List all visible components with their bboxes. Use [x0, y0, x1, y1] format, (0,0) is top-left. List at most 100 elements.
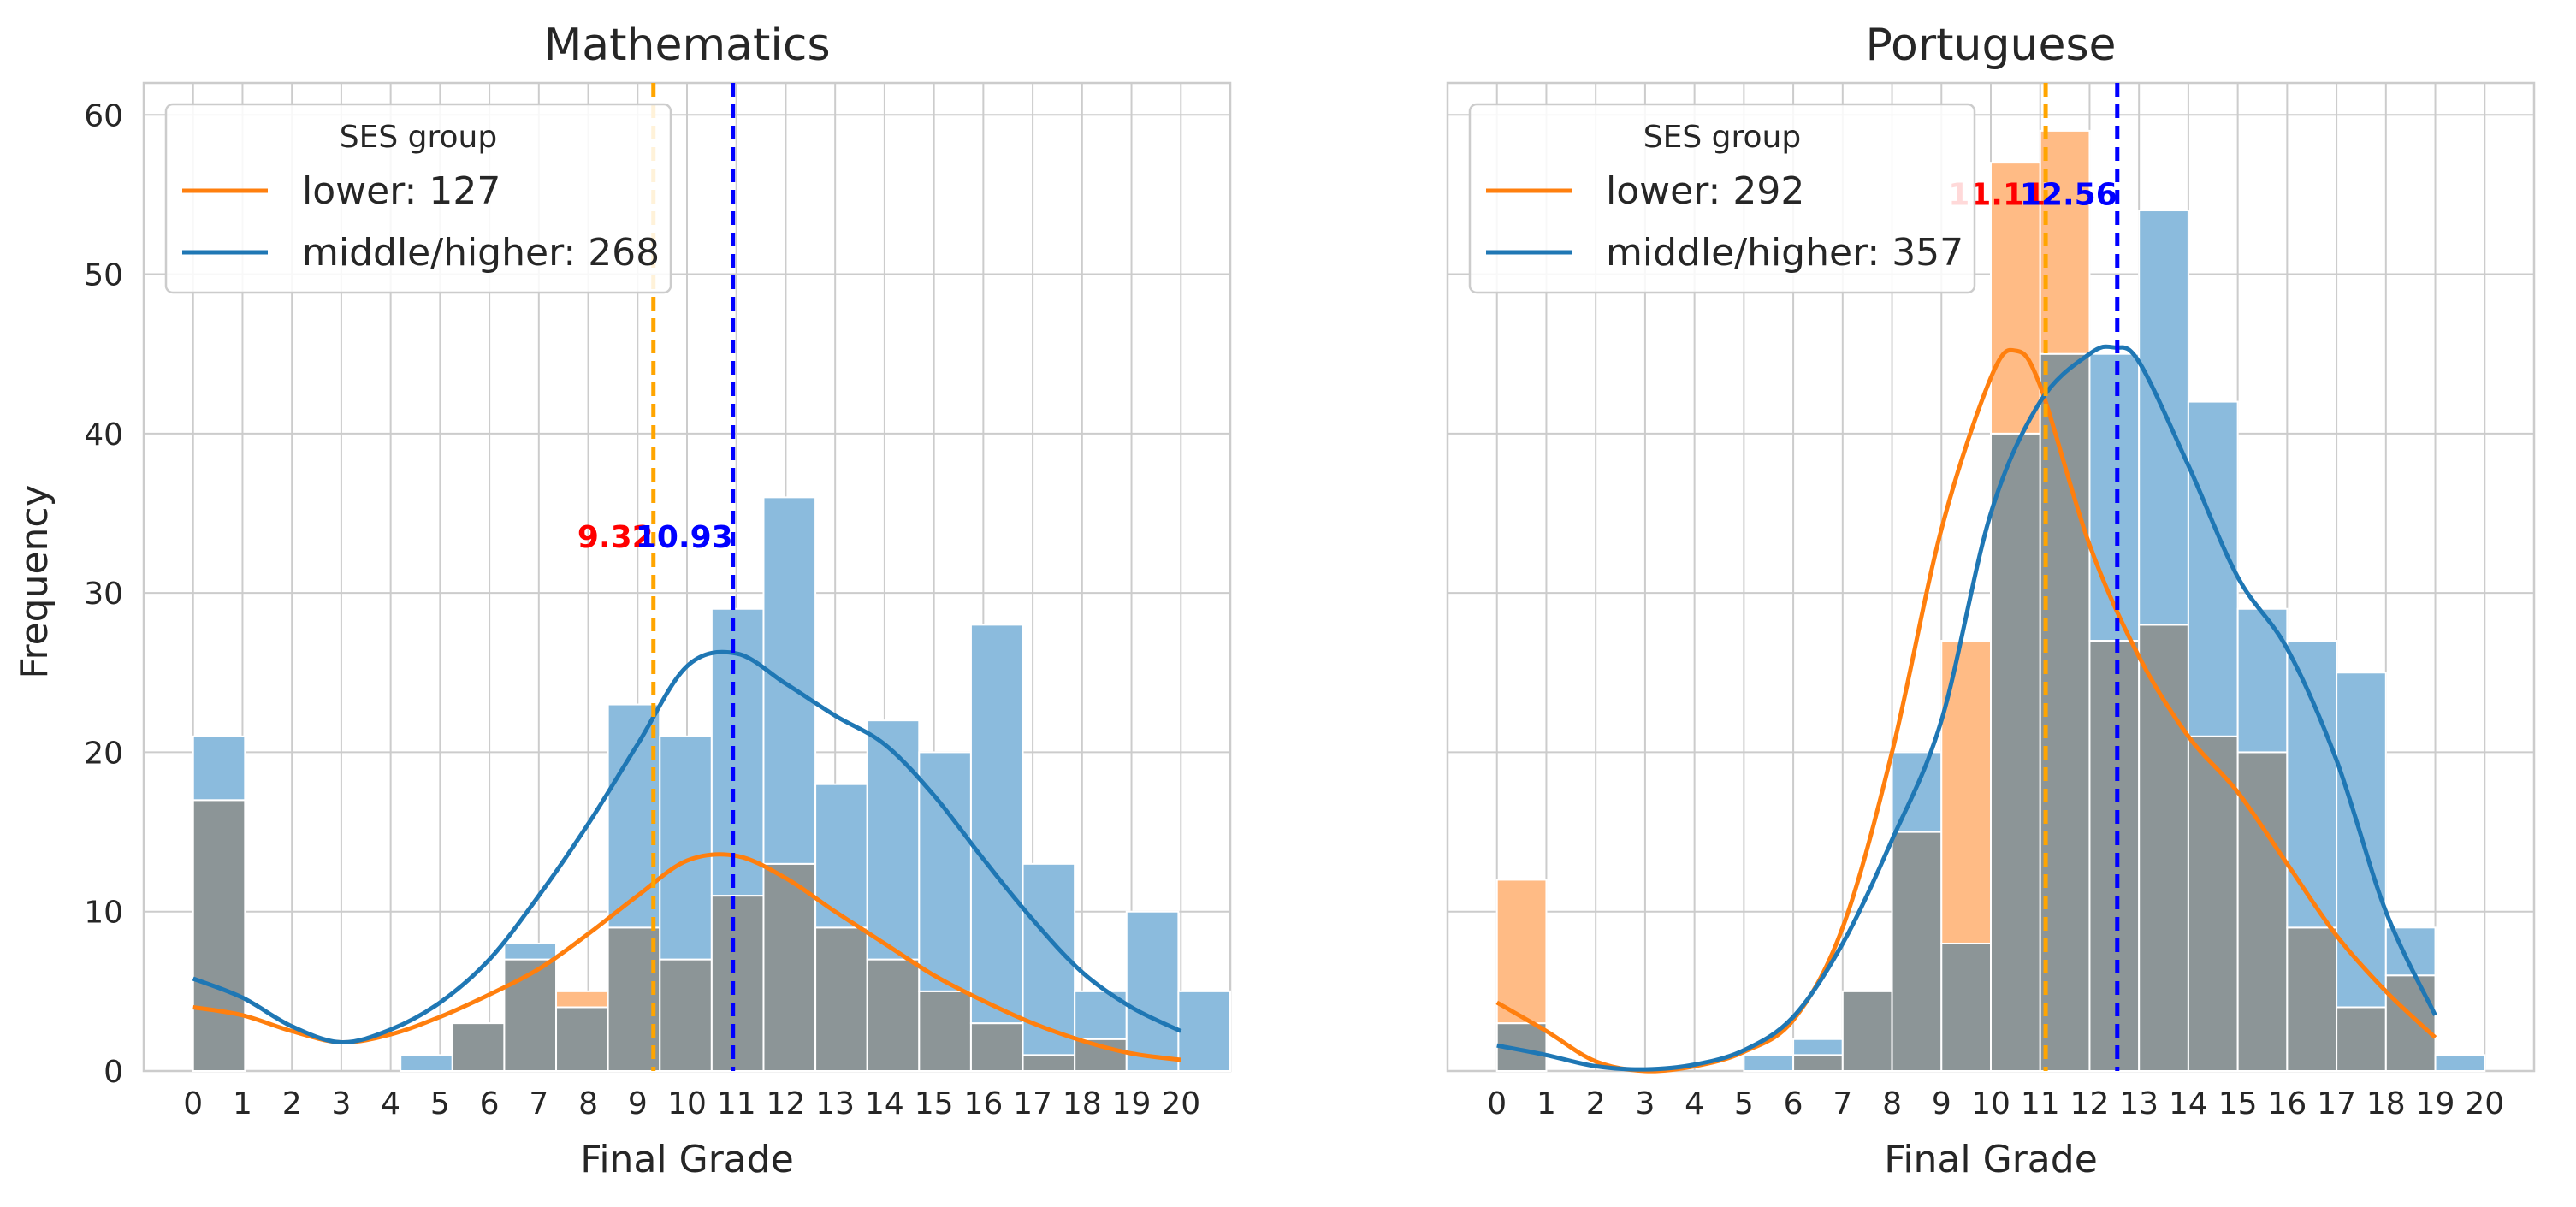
- bar-overlap: [1022, 1054, 1076, 1073]
- x-tick-label: 13: [2119, 1086, 2159, 1121]
- mean-label-lower: 9.32: [577, 520, 654, 555]
- x-tick-label: 4: [381, 1086, 400, 1121]
- x-tick-label: 7: [529, 1086, 548, 1121]
- bar-lower: [2039, 129, 2091, 355]
- x-tick-label: 15: [2218, 1086, 2258, 1121]
- y-tick-label: 40: [84, 417, 123, 453]
- x-axis-label: Final Grade: [1884, 1138, 2098, 1181]
- mean-label-middle-higher: 10.93: [636, 520, 733, 555]
- x-tick-labels: 0 1 2 3 4 5 6 7 8 9 10 11 12 13 14 15 16 17 18 19 20: [183, 1086, 1200, 1121]
- bar-lower: [1990, 162, 2041, 435]
- bar-middle-higher: [192, 735, 246, 802]
- bar-lower: [1495, 879, 1548, 1025]
- x-tick-label: 14: [865, 1086, 904, 1121]
- x-tick-label: 11: [2021, 1086, 2060, 1121]
- bar-overlap: [918, 990, 972, 1073]
- legend-title: SES group: [1643, 120, 1801, 155]
- bar-overlap: [1841, 990, 1893, 1073]
- legend-entry-middle-higher: middle/higher: 357: [1606, 231, 1963, 275]
- x-tick-label: 1: [1537, 1086, 1556, 1121]
- x-tick-label: 8: [1882, 1086, 1902, 1121]
- x-tick-label: 3: [331, 1086, 351, 1121]
- x-tick-label: 9: [1932, 1086, 1951, 1121]
- bar-overlap: [2384, 974, 2437, 1073]
- x-tick-label: 19: [1112, 1086, 1152, 1121]
- x-tick-label: 2: [1586, 1086, 1606, 1121]
- bar-middle-higher: [866, 719, 921, 961]
- x-tick-label: 4: [1685, 1086, 1704, 1121]
- x-tick-labels: 0 1 2 3 4 5 6 7 8 9 10 11 12 13 14 15 16 17 18 19 20: [1487, 1086, 2504, 1121]
- bar-overlap: [1792, 1054, 1844, 1073]
- bar-overlap: [2336, 1006, 2387, 1073]
- bar-overlap: [710, 895, 765, 1073]
- kde-middle-higher: [192, 649, 1182, 1045]
- x-tick-label: 12: [767, 1086, 806, 1121]
- x-tick-label: 6: [480, 1086, 500, 1121]
- legend-title: SES group: [340, 120, 497, 155]
- bar-middle-higher: [762, 496, 817, 865]
- x-tick-label: 15: [915, 1086, 954, 1121]
- panel-title: Mathematics: [543, 20, 830, 71]
- legend-entry-middle-higher: middle/higher: 268: [302, 231, 660, 275]
- x-tick-label: 9: [628, 1086, 648, 1121]
- bar-overlap: [192, 799, 246, 1072]
- bar-overlap: [969, 1022, 1024, 1073]
- bar-middle-higher: [969, 624, 1024, 1025]
- bar-middle-higher: [1177, 990, 1231, 1073]
- x-tick-label: 10: [667, 1086, 707, 1121]
- x-tick-label: 18: [1063, 1086, 1102, 1121]
- x-tick-label: 0: [1487, 1086, 1507, 1121]
- bar-overlap: [2088, 640, 2141, 1072]
- bar-lower: [555, 990, 609, 1009]
- panel-title: Portuguese: [1865, 20, 2116, 71]
- legend-box: [164, 103, 672, 294]
- mean-label-middle-higher: 12.56: [2020, 177, 2117, 212]
- y-axis-label: Frequency: [13, 484, 56, 678]
- bar-overlap: [866, 958, 921, 1073]
- bar-overlap: [1990, 432, 2041, 1073]
- bar-overlap: [2286, 926, 2338, 1073]
- x-tick-label: 18: [2366, 1086, 2406, 1121]
- bar-middle-higher: [1792, 1038, 1844, 1056]
- y-tick-label: 50: [84, 258, 123, 293]
- bar-middle-higher: [2286, 640, 2338, 929]
- legend-box: [1468, 103, 1976, 294]
- x-tick-label: 7: [1833, 1086, 1852, 1121]
- x-tick-label: 17: [1013, 1086, 1052, 1121]
- x-tick-label: 20: [1161, 1086, 1200, 1121]
- kde-curves: [192, 649, 1182, 1062]
- x-tick-label: 6: [1784, 1086, 1803, 1121]
- bar-middle-higher: [1125, 910, 1180, 1073]
- x-tick-label: 5: [1734, 1086, 1754, 1121]
- x-tick-label: 17: [2317, 1086, 2356, 1121]
- bar-middle-higher: [2088, 352, 2141, 642]
- bar-middle-higher: [2434, 1054, 2486, 1073]
- x-axis-label: Final Grade: [580, 1138, 794, 1181]
- x-tick-label: 8: [578, 1086, 598, 1121]
- x-tick-label: 1: [233, 1086, 252, 1121]
- bar-overlap: [2138, 624, 2189, 1072]
- bar-middle-higher: [2138, 210, 2189, 626]
- legend: SES group lower: 127 middle/higher: 268: [164, 103, 672, 294]
- x-tick-label: 11: [717, 1086, 756, 1121]
- y-tick-label: 30: [84, 577, 123, 612]
- x-tick-label: 10: [1971, 1086, 2010, 1121]
- x-tick-label: 16: [963, 1086, 1003, 1121]
- bar-overlap: [1940, 942, 1992, 1073]
- bar-overlap: [503, 958, 558, 1073]
- legend-entry-lower: lower: 127: [302, 169, 500, 213]
- y-tick-labels: 0 10 20 30 40 50 60: [84, 98, 123, 1090]
- x-tick-label: 2: [282, 1086, 302, 1121]
- kde-middle-higher: [1496, 344, 2437, 1072]
- bars: [192, 496, 1231, 1073]
- bar-overlap: [659, 958, 713, 1073]
- legend-entry-lower: lower: 292: [1606, 169, 1804, 213]
- x-tick-label: 16: [2267, 1086, 2307, 1121]
- y-tick-label: 10: [84, 896, 123, 931]
- bar-middle-higher: [659, 735, 713, 961]
- bars: [1495, 129, 2486, 1073]
- bar-overlap: [451, 1022, 506, 1073]
